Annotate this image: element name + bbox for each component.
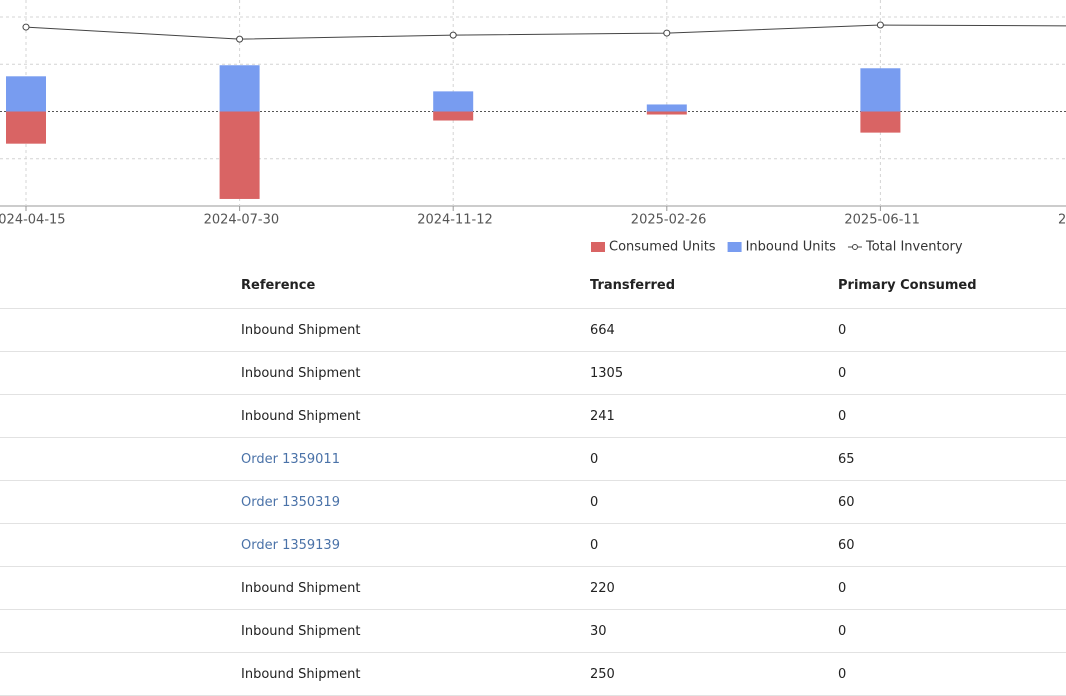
x-tick-label: 20: [1058, 213, 1066, 228]
legend-item: Inbound Units: [727, 240, 837, 255]
table-cell: 0: [838, 308, 1066, 352]
table-cell: 60: [838, 480, 1066, 524]
table-cell: 0: [590, 437, 838, 481]
x-tick-label: 2024-04-15: [0, 213, 66, 228]
table-cell: 664: [590, 308, 838, 352]
table-cell: Inbound Shipment: [0, 394, 590, 438]
table-row: Inbound Shipment 220 0: [0, 566, 1066, 610]
table-cell: 0: [838, 394, 1066, 438]
bar: [860, 68, 901, 112]
legend-label: Inbound Units: [746, 240, 837, 255]
table-cell: Order 1350319: [0, 480, 590, 524]
column-header: Transferred: [590, 263, 838, 309]
column-header: Reference: [0, 263, 590, 309]
legend-swatch: [591, 242, 605, 252]
bar: [219, 111, 260, 199]
bar: [433, 111, 474, 121]
table-cell: 220: [590, 566, 838, 610]
legend-item: Total Inventory: [847, 240, 963, 255]
x-tick-label: 2024-07-30: [204, 213, 280, 228]
table-cell: 241: [590, 394, 838, 438]
line: [25, 24, 1066, 40]
table-cell: Inbound Shipment: [0, 308, 590, 352]
table-cell: Inbound Shipment: [0, 652, 590, 696]
point: [449, 31, 457, 39]
table-row: Order 1350319 0 60: [0, 480, 1066, 524]
bar: [219, 65, 260, 112]
table-cell: 0: [590, 523, 838, 567]
legend-label: Total Inventory: [865, 240, 963, 255]
table-row: Inbound Shipment 30 0: [0, 609, 1066, 653]
header-row: Reference Transferred Primary Consumed: [0, 263, 1066, 309]
order-link[interactable]: Order 1350319: [241, 494, 340, 510]
x-tick-label: 2025-06-11: [844, 213, 920, 228]
table-cell: Inbound Shipment: [0, 609, 590, 653]
table-cell: 30: [590, 609, 838, 653]
table-row: Order 1359011 0 65: [0, 437, 1066, 481]
table-row: Inbound Shipment 250 0: [0, 652, 1066, 696]
table-cell: Order 1359011: [0, 437, 590, 481]
table-cell: 0: [838, 351, 1066, 395]
bar: [646, 111, 687, 115]
x-tick-label: 2024-11-12: [417, 213, 493, 228]
bar: [646, 104, 687, 112]
chart: 2024-04-15 2024-07-30 2024-11-12 2025-02-26…: [0, 0, 1066, 255]
legend-label: Consumed Units: [609, 240, 716, 255]
table-cell: 0: [838, 652, 1066, 696]
point: [22, 23, 30, 31]
point: [236, 35, 244, 43]
table-cell: 0: [590, 480, 838, 524]
table-cell: Order 1359139: [0, 523, 590, 567]
bar: [6, 76, 46, 112]
table-cell: 60: [838, 523, 1066, 567]
bar: [860, 111, 901, 133]
order-link[interactable]: Order 1359011: [241, 451, 340, 467]
table-cell: 65: [838, 437, 1066, 481]
point: [663, 29, 671, 37]
transfers-table: Reference Transferred Primary Consumed Inbo…: [0, 263, 1066, 696]
table-row: Inbound Shipment 664 0: [0, 308, 1066, 352]
point: [876, 21, 884, 29]
table-row: Order 1359139 0 60: [0, 523, 1066, 567]
table-row: Inbound Shipment 241 0: [0, 394, 1066, 438]
table-cell: Inbound Shipment: [0, 566, 590, 610]
legend-swatch: [727, 242, 742, 252]
table-cell: Inbound Shipment: [0, 351, 590, 395]
table-cell: 0: [838, 566, 1066, 610]
table-cell: 0: [838, 609, 1066, 653]
table-cell: 1305: [590, 351, 838, 395]
legend-swatch: [851, 244, 858, 250]
table-cell: 250: [590, 652, 838, 696]
x-tick-label: 2025-02-26: [631, 213, 707, 228]
legend-item: Consumed Units: [591, 240, 716, 255]
column-header: Primary Consumed: [838, 263, 1066, 309]
table-row: Inbound Shipment 1305 0: [0, 351, 1066, 395]
order-link[interactable]: Order 1359139: [241, 537, 340, 553]
bar: [6, 111, 46, 144]
bar: [433, 91, 474, 112]
